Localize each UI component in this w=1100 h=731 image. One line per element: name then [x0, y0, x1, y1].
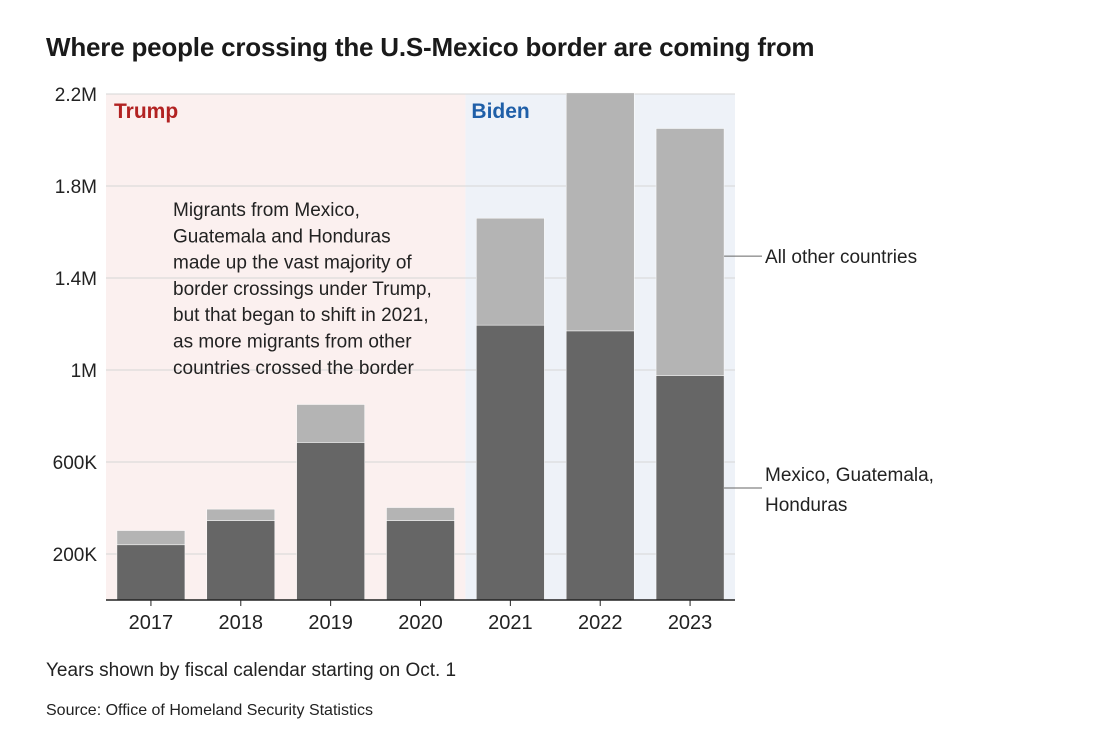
annotation: Migrants from Mexico, Guatemala and Hondu… — [173, 200, 432, 379]
x-tick-label: 2018 — [219, 612, 264, 634]
y-axis: 200K 600K 1M 1.4M 1.8M 2.2M — [53, 85, 98, 566]
annotation-line: made up the vast majority of — [173, 253, 412, 274]
bar-other-countries-2021 — [476, 217, 545, 326]
x-tick-label: 2020 — [398, 612, 443, 634]
bar-other-countries-2022 — [565, 92, 635, 332]
x-tick-label: 2017 — [129, 612, 174, 634]
x-tick-label: 2019 — [308, 612, 353, 634]
y-tick-label: 200K — [53, 545, 98, 566]
annotation-line: as more migrants from other — [173, 332, 412, 353]
bar-other-countries-2019 — [296, 404, 365, 443]
annotation-line: border crossings under Trump, — [173, 279, 432, 300]
bars — [116, 92, 725, 601]
period-label-biden: Biden — [471, 100, 529, 123]
annotation-line: Migrants from Mexico, — [173, 200, 360, 221]
bar-other-countries-2020 — [386, 507, 455, 521]
x-tick-label: 2022 — [578, 612, 623, 634]
chart-title: Where people crossing the U.S-Mexico bor… — [46, 32, 815, 62]
legend-label-mexico-line1: Mexico, Guatemala, — [765, 465, 934, 486]
bar-mexico-guatemala-honduras-2023 — [655, 375, 725, 601]
y-tick-label: 600K — [53, 453, 98, 474]
bar-mexico-guatemala-honduras-2020 — [386, 520, 455, 601]
y-tick-label: 2.2M — [55, 85, 97, 106]
x-tick-label: 2023 — [668, 612, 713, 634]
bar-mexico-guatemala-honduras-2021 — [476, 324, 545, 601]
y-tick-label: 1M — [71, 361, 97, 382]
period-labels: Trump Biden — [114, 100, 530, 123]
source-note: Source: Office of Homeland Security Stat… — [46, 702, 373, 719]
bar-mexico-guatemala-honduras-2017 — [116, 544, 186, 601]
annotation-line: but that began to shift in 2021, — [173, 305, 429, 326]
x-tick-label: 2021 — [488, 612, 533, 634]
legend-label-mexico-line2: Honduras — [765, 495, 847, 516]
bar-mexico-guatemala-honduras-2019 — [296, 442, 365, 601]
footnote: Years shown by fiscal calendar starting … — [46, 660, 457, 681]
bar-mexico-guatemala-honduras-2022 — [565, 330, 635, 601]
bar-mexico-guatemala-honduras-2018 — [206, 520, 276, 601]
annotation-line: Guatemala and Honduras — [173, 226, 391, 247]
bar-other-countries-2023 — [655, 128, 725, 376]
bar-other-countries-2017 — [116, 530, 186, 546]
period-label-trump: Trump — [114, 100, 178, 123]
bar-other-countries-2018 — [206, 508, 276, 521]
legend-label-other-countries: All other countries — [765, 247, 917, 268]
y-tick-label: 1.8M — [55, 177, 97, 198]
y-tick-label: 1.4M — [55, 269, 97, 290]
x-axis: 2017 2018 2019 2020 2021 2022 2023 — [106, 599, 735, 634]
legend: All other countries Mexico, Guatemala, Hon… — [724, 247, 934, 516]
annotation-line: countries crossed the border — [173, 358, 414, 379]
